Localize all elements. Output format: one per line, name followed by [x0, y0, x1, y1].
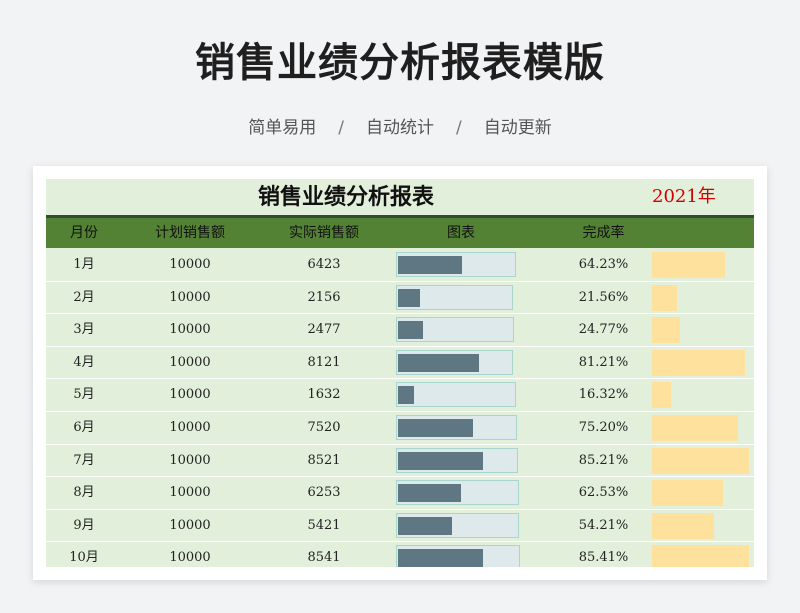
plan-cell: 10000: [169, 485, 211, 501]
plan-cell: 10000: [169, 289, 211, 305]
rate-cell: 62.53%: [578, 485, 629, 501]
chart-bar-track: [396, 317, 514, 343]
chart-bar-track: [396, 284, 513, 310]
month-cell: 9月: [73, 517, 95, 533]
month-cell: 10月: [69, 550, 99, 566]
plan-cell: 10000: [169, 257, 211, 272]
chart-bar: [398, 516, 452, 535]
rate-bar: [652, 512, 714, 539]
chart-bar: [398, 451, 483, 470]
actual-cell: 6253: [307, 485, 341, 501]
chart-bar: [398, 353, 479, 372]
rate-cell: 54.21%: [578, 517, 629, 533]
month-cell: 5月: [73, 387, 95, 403]
month-cell: 1月: [73, 257, 95, 272]
plan-cell: 10000: [169, 420, 211, 435]
spreadsheet: 销售业绩分析报表 2021年 月份 计划销售额 实际销售额 图表 完成率 1月 1…: [46, 179, 754, 567]
chart-bar-track: [396, 252, 516, 277]
actual-cell: 8521: [307, 452, 341, 468]
chart-bar: [398, 549, 483, 567]
feature-easy: 简单易用: [248, 118, 317, 138]
table-row: 9月 10000 5421 54.21%: [46, 510, 754, 543]
actual-cell: 1632: [307, 387, 341, 403]
actual-cell: 6423: [307, 257, 341, 272]
year-label: 2021年: [652, 186, 716, 207]
rate-cell: 75.20%: [578, 420, 629, 435]
chart-bar: [398, 386, 414, 405]
chart-bar-track: [396, 349, 513, 375]
rate-cell: 64.23%: [578, 257, 629, 272]
rate-bar: [652, 317, 680, 344]
rate-cell: 85.21%: [578, 452, 629, 468]
separator: /: [456, 118, 462, 138]
table-row: 2月 10000 2156 21.56%: [46, 282, 754, 315]
table-row: 1月 10000 6423 64.23%: [46, 249, 754, 282]
plan-cell: 10000: [169, 322, 211, 338]
column-header-plan: 计划销售额: [155, 225, 225, 241]
rate-cell: 24.77%: [578, 322, 629, 338]
rate-cell: 81.21%: [578, 354, 629, 370]
chart-bar: [398, 321, 423, 340]
page-title: 销售业绩分析报表模版: [195, 40, 605, 86]
table-row: 6月 10000 7520 75.20%: [46, 412, 754, 445]
month-cell: 2月: [73, 289, 95, 305]
chart-bar: [398, 288, 420, 307]
separator: /: [338, 118, 344, 138]
chart-bar: [398, 484, 461, 503]
column-header-month: 月份: [70, 225, 98, 241]
actual-cell: 7520: [307, 420, 341, 435]
plan-cell: 10000: [169, 354, 211, 370]
column-header-actual: 实际销售额: [289, 225, 359, 241]
month-cell: 4月: [73, 354, 95, 370]
table-header: 月份 计划销售额 实际销售额 图表 完成率: [46, 218, 754, 248]
column-header-chart: 图表: [447, 225, 475, 241]
feature-auto-update: 自动更新: [483, 118, 552, 138]
actual-cell: 2477: [307, 322, 341, 338]
chart-bar-track: [396, 415, 517, 440]
rate-bar: [652, 447, 749, 474]
actual-cell: 5421: [307, 517, 341, 533]
chart-bar-track: [396, 512, 519, 538]
table-row: 5月 10000 1632 16.32%: [46, 379, 754, 412]
rate-cell: 16.32%: [578, 387, 629, 403]
table-row: 7月 10000 8521 85.21%: [46, 445, 754, 478]
actual-cell: 8121: [307, 354, 341, 370]
chart-bar: [398, 419, 473, 437]
rate-bar: [652, 480, 723, 507]
plan-cell: 10000: [169, 452, 211, 468]
chart-bar: [398, 256, 462, 274]
table-row: 4月 10000 8121 81.21%: [46, 347, 754, 380]
actual-cell: 2156: [307, 289, 341, 305]
feature-auto-stats: 自动统计: [366, 118, 434, 138]
month-cell: 8月: [73, 485, 95, 501]
rate-bar: [652, 252, 725, 278]
table-row: 8月 10000 6253 62.53%: [46, 477, 754, 510]
month-cell: 3月: [73, 322, 95, 338]
spreadsheet-card: 销售业绩分析报表 2021年 月份 计划销售额 实际销售额 图表 完成率 1月 1…: [33, 166, 767, 580]
rate-cell: 85.41%: [578, 550, 629, 566]
rate-bar: [652, 284, 677, 311]
rate-bar: [652, 349, 745, 376]
chart-bar-track: [396, 480, 519, 506]
table-row: 10月 10000 8541 85.41%: [46, 542, 754, 567]
plan-cell: 10000: [169, 387, 211, 403]
chart-bar-track: [396, 447, 518, 473]
month-cell: 7月: [73, 452, 95, 468]
title-divider: [46, 215, 754, 218]
month-cell: 6月: [73, 420, 95, 435]
rate-bar: [652, 382, 671, 409]
plan-cell: 10000: [169, 517, 211, 533]
sheet-title: 销售业绩分析报表: [257, 184, 434, 210]
actual-cell: 8541: [307, 550, 341, 566]
chart-bar-track: [396, 382, 516, 408]
chart-bar-track: [396, 545, 520, 567]
plan-cell: 10000: [169, 550, 211, 566]
rate-bar: [652, 415, 738, 441]
column-header-rate: 完成率: [582, 225, 625, 241]
feature-list: 简单易用 / 自动统计 / 自动更新: [0, 113, 800, 138]
rate-cell: 21.56%: [578, 289, 629, 305]
table-row: 3月 10000 2477 24.77%: [46, 314, 754, 347]
rate-bar: [652, 545, 749, 567]
